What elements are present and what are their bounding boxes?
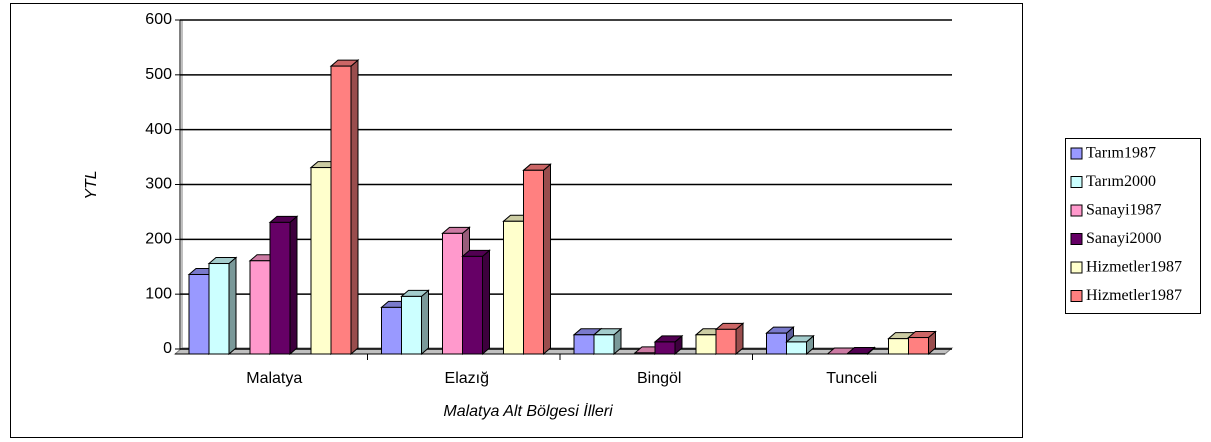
bar <box>592 327 623 356</box>
bar-side <box>543 163 551 356</box>
bar-front <box>523 169 544 355</box>
bar-front <box>786 341 807 355</box>
legend-label: Sanayi1987 <box>1086 202 1162 219</box>
y-axis-title: YTL <box>83 170 100 199</box>
bar-front <box>269 221 291 355</box>
bar <box>653 334 684 356</box>
bar <box>400 289 430 356</box>
bar-front <box>593 334 615 355</box>
legend-label: Hizmetler1987 <box>1086 259 1182 276</box>
x-axis-title: Malatya Alt Bölgesi İlleri <box>443 401 613 420</box>
bar-front <box>654 341 676 355</box>
legend-label: Hizmetler1987 <box>1086 287 1182 304</box>
x-tick-label: Tunceli <box>826 370 877 387</box>
bar-front <box>208 263 230 355</box>
bar-front <box>888 338 909 355</box>
bar <box>907 330 937 356</box>
bar <box>207 256 238 356</box>
bar-front <box>766 332 787 355</box>
bar <box>329 59 360 356</box>
y-tick-label: 400 <box>145 121 172 138</box>
bar-front <box>462 255 483 355</box>
bar-front <box>401 295 422 355</box>
bar-front <box>330 65 352 355</box>
bar-side <box>482 249 490 356</box>
y-tick-label: 600 <box>145 11 172 28</box>
legend-label: Tarım2000 <box>1086 173 1156 190</box>
bar-front <box>908 337 929 355</box>
bar-front <box>573 334 595 355</box>
y-tick-label: 100 <box>145 285 172 302</box>
legend-box <box>1065 138 1201 314</box>
bar <box>522 163 552 356</box>
y-tick-label: 300 <box>145 176 172 193</box>
bar-side <box>289 215 298 356</box>
bar-front <box>381 306 402 355</box>
legend-swatch <box>1070 290 1083 302</box>
y-tick-label: 0 <box>163 340 172 357</box>
bar-front <box>442 232 463 355</box>
bar-front <box>695 334 717 355</box>
legend-swatch <box>1070 204 1083 217</box>
y-tick-label: 500 <box>145 66 172 83</box>
bar-front <box>310 167 332 355</box>
x-tick-label: Malatya <box>246 370 302 387</box>
legend-swatch <box>1070 233 1083 245</box>
bar <box>268 215 299 356</box>
bar <box>785 334 815 356</box>
legend-label: Tarım1987 <box>1086 145 1156 162</box>
bar <box>461 249 491 356</box>
bar-front <box>715 328 737 355</box>
bar-front <box>634 352 656 355</box>
bar-front <box>847 352 868 355</box>
y-tick-label: 200 <box>145 231 172 248</box>
legend-swatch <box>1070 176 1083 188</box>
bar-side <box>350 59 359 356</box>
legend-swatch <box>1070 261 1083 274</box>
bar-front <box>188 273 210 355</box>
legend-swatch <box>1070 147 1083 160</box>
bar-front <box>249 260 271 355</box>
legend-label: Sanayi2000 <box>1086 230 1162 247</box>
bar-front <box>503 220 524 355</box>
x-tick-label: Bingöl <box>637 370 681 387</box>
bar <box>846 346 876 356</box>
x-tick-label: Elazığ <box>445 370 489 387</box>
bar <box>714 322 745 356</box>
bar-side <box>228 256 237 356</box>
bar-side <box>421 289 429 356</box>
